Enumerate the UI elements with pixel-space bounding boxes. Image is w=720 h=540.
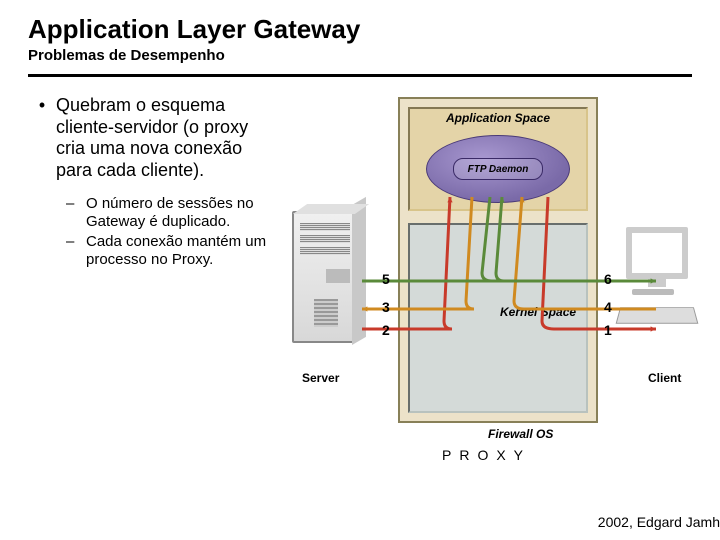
conn-number: 1 bbox=[604, 322, 612, 338]
firewall-os-label: Firewall OS bbox=[488, 427, 553, 441]
proxy-diagram: Application Space FTP Daemon Kernel Spac… bbox=[292, 97, 704, 487]
conn-number: 6 bbox=[604, 271, 612, 287]
conn-number: 2 bbox=[382, 322, 390, 338]
bullet-sub-text: Cada conexão mantém um processo no Proxy… bbox=[86, 233, 280, 269]
conn-number: 3 bbox=[382, 299, 390, 315]
conn-number: 4 bbox=[604, 299, 612, 315]
connection-arrows bbox=[292, 97, 704, 477]
bullet-sub-text: O número de sessões no Gateway é duplica… bbox=[86, 195, 280, 231]
bullet-main-text: Quebram o esquema cliente-servidor (o pr… bbox=[56, 95, 280, 181]
bullet-main: • Quebram o esquema cliente-servidor (o … bbox=[28, 95, 280, 181]
bullet-sub: – Cada conexão mantém um processo no Pro… bbox=[66, 233, 280, 269]
page-subtitle: Problemas de Desempenho bbox=[28, 47, 692, 64]
page-title: Application Layer Gateway bbox=[28, 14, 692, 45]
conn-number: 5 bbox=[382, 271, 390, 287]
footer-credit: 2002, Edgard Jamh bbox=[598, 514, 720, 530]
proxy-label: PROXY bbox=[442, 447, 531, 463]
bullet-sub: – O número de sessões no Gateway é dupli… bbox=[66, 195, 280, 231]
